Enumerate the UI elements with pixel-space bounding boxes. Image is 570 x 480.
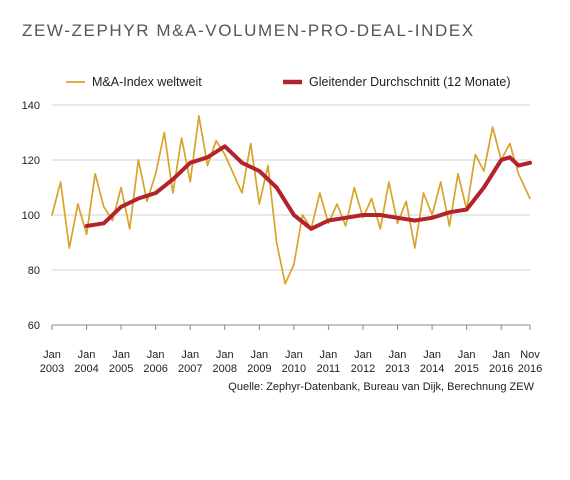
x-axis (51, 324, 531, 330)
x-tick-month: Jan (216, 349, 234, 361)
x-tick-month: Jan (181, 349, 199, 361)
legend: M&A-Index weltweit Gleitender Durchschnit… (66, 75, 510, 89)
x-tick-month: Jan (320, 349, 338, 361)
x-tick-year: 2016 (518, 363, 542, 375)
x-tick-year: 2003 (40, 363, 64, 375)
series-line-average (84, 144, 532, 231)
x-tick-labels: Jan 2003 Jan 2004 Jan 2005 Jan 2006 Jan 2007 Jan 20… (40, 349, 542, 375)
series-lines (51, 115, 532, 285)
legend-label: Gleitender Durchschnitt (12 Monate) (309, 75, 510, 89)
chart-title: ZEW-ZEPHYR M&A-VOLUMEN-PRO-DEAL-INDEX (22, 21, 475, 40)
x-tick-month: Jan (354, 349, 372, 361)
x-tick-month: Jan (458, 349, 476, 361)
x-tick-year: 2005 (109, 363, 133, 375)
x-tick-month: Jan (147, 349, 165, 361)
legend-label: M&A-Index weltweit (92, 75, 202, 89)
source-note: Quelle: Zephyr-Datenbank, Bureau van Dij… (228, 381, 534, 393)
x-tick-year: 2013 (385, 363, 409, 375)
x-tick-year: 2011 (317, 363, 341, 375)
y-tick-label: 80 (28, 265, 40, 277)
series-line-index (51, 115, 531, 285)
x-tick-year: 2010 (282, 363, 306, 375)
y-tick-labels: 60 80 100 120 140 (22, 100, 40, 332)
x-tick-month: Jan (285, 349, 303, 361)
x-tick-year: 2014 (420, 363, 444, 375)
y-tick-label: 120 (22, 155, 40, 167)
x-tick-year: 2006 (143, 363, 167, 375)
x-tick-year: 2007 (178, 363, 202, 375)
x-tick-month: Jan (78, 349, 96, 361)
x-tick-year: 2008 (213, 363, 237, 375)
x-tick-month: Jan (43, 349, 61, 361)
y-tick-label: 140 (22, 100, 40, 112)
x-tick-year: 2012 (351, 363, 375, 375)
grid-lines (52, 104, 530, 326)
x-tick-month: Jan (389, 349, 407, 361)
x-tick-year: 2004 (74, 363, 98, 375)
x-tick-month: Jan (250, 349, 268, 361)
x-tick-month: Nov (520, 349, 540, 361)
x-tick-month: Jan (423, 349, 441, 361)
x-tick-year: 2009 (247, 363, 271, 375)
x-tick-year: 2015 (454, 363, 478, 375)
y-tick-label: 100 (22, 210, 40, 222)
y-tick-label: 60 (28, 320, 40, 332)
x-tick-year: 2016 (489, 363, 513, 375)
x-tick-month: Jan (112, 349, 130, 361)
x-tick-month: Jan (492, 349, 510, 361)
